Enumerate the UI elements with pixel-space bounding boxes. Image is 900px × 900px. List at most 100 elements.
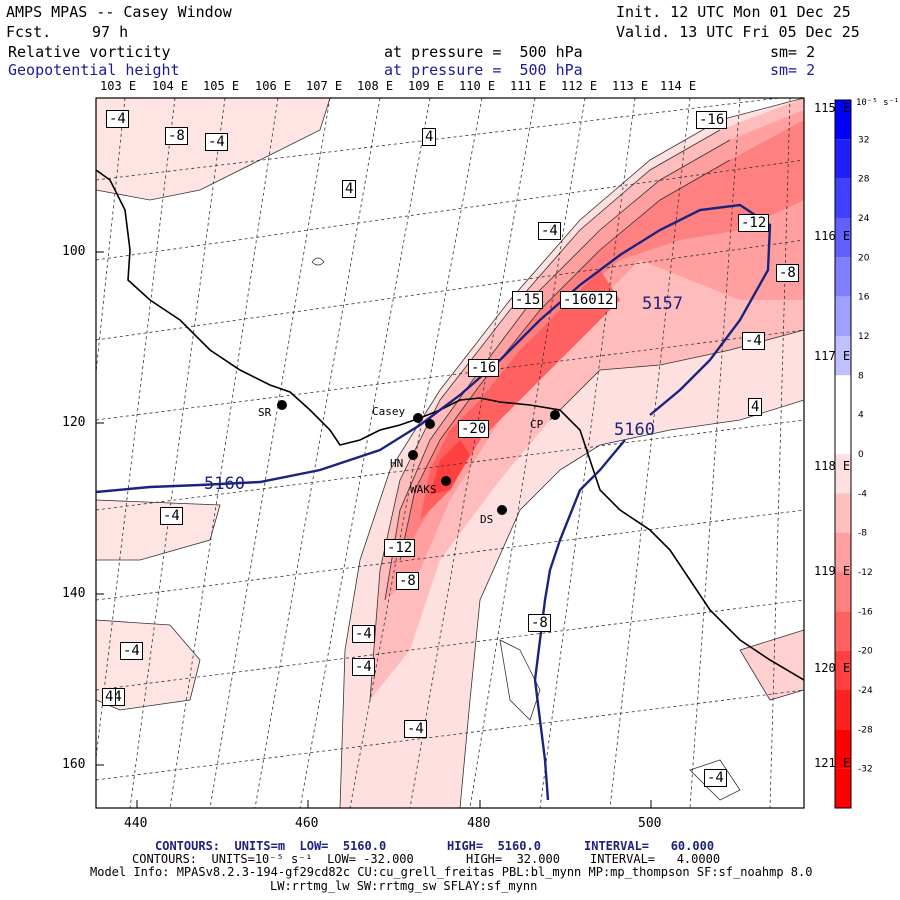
lon-top-label: 108 E: [357, 79, 394, 93]
vorticity-contour-label: -8: [165, 127, 188, 145]
valid-time: Valid. 13 UTC Fri 05 Dec 25: [616, 23, 860, 41]
colorbar-swatch: [835, 454, 851, 494]
colorbar-swatch: [835, 100, 851, 140]
station-hn-label[interactable]: HN: [390, 457, 404, 470]
colorbar-swatch: [835, 375, 851, 415]
axis-ticks: [96, 251, 652, 808]
colorbar-swatch: [835, 296, 851, 336]
vorticity-contour-label: -16012: [560, 291, 617, 309]
vorticity-contour-label: -15: [512, 291, 544, 309]
height-contours: [96, 203, 772, 801]
lon-top-label: 107 E: [306, 79, 343, 93]
vorticity-contour-label: -4: [404, 720, 427, 738]
lon-top-label: 110 E: [459, 79, 496, 93]
station-hn-marker[interactable]: [408, 450, 418, 460]
station-waks-label[interactable]: WAKS: [410, 483, 437, 496]
lon-top-label: 109 E: [408, 79, 445, 93]
colorbar-label: -4: [858, 489, 867, 499]
lon-right-label: 117 E: [814, 349, 851, 363]
colorbar-label: 16: [858, 293, 870, 303]
height-label-center: 5157: [642, 294, 683, 314]
vorticity-contour-label: -4: [538, 222, 561, 240]
colorbar-label: -20: [858, 647, 873, 657]
colorbar-label: 20: [858, 253, 870, 263]
station-casey2-marker[interactable]: [425, 419, 435, 429]
vorticity-contour-label: 4: [342, 180, 357, 198]
colorbar-label: 8: [858, 371, 864, 381]
vorticity-contour-label: -8: [776, 264, 799, 282]
y-tick-140: 140: [62, 586, 86, 601]
y-tick-120: 120: [62, 415, 86, 430]
field1-smoothing: sm= 2: [770, 43, 816, 61]
colorbar-label: 28: [858, 175, 870, 185]
station-casey-label[interactable]: Casey: [372, 405, 406, 418]
colorbar-swatch: [835, 690, 851, 730]
vorticity-contour-label: -8: [396, 572, 419, 590]
colorbar-swatch: [835, 611, 851, 651]
station-sr-marker[interactable]: [277, 400, 287, 410]
colorbar-label: -8: [858, 529, 867, 539]
footer-height-contours: CONTOURS: UNITS=m LOW= 5160.0: [155, 839, 387, 853]
station-cp-label[interactable]: CP: [530, 418, 544, 431]
lon-top-label: 106 E: [255, 79, 292, 93]
field2-name: Geopotential height: [8, 61, 180, 79]
footer-model-info-2: LW:rrtmg_lw SW:rrtmg_sw SFLAY:sf_mynn: [270, 879, 538, 893]
station-cp-marker[interactable]: [550, 410, 560, 420]
x-tick-500: 500: [638, 816, 662, 831]
vorticity-contour-label: -8: [528, 614, 551, 632]
footer-model-info: Model Info: MPASv8.2.3-194-gf29cd82c CU:…: [90, 865, 813, 879]
colorbar-swatch: [835, 178, 851, 218]
colorbar-label: -24: [858, 686, 873, 696]
x-tick-440: 440: [124, 816, 148, 831]
vorticity-contour-label: -12: [384, 539, 416, 557]
colorbar-label: -16: [858, 607, 873, 617]
colorbar-swatch: [835, 572, 851, 612]
station-waks-marker[interactable]: [441, 476, 451, 486]
colorbar-swatch: [835, 414, 851, 454]
lon-top-label: 105 E: [203, 79, 240, 93]
height-label-east: 5160: [614, 420, 655, 440]
lon-top-label: 112 E: [561, 79, 598, 93]
colorbar-swatch: [835, 139, 851, 179]
colorbar-label: 24: [858, 214, 870, 224]
field1-level: at pressure = 500 hPa: [384, 43, 583, 61]
lon-right-label: 116 E: [814, 229, 851, 243]
lon-top-label: 114 E: [660, 79, 697, 93]
plot-border: [95, 97, 805, 809]
vorticity-contour-label: 4: [102, 688, 117, 706]
x-tick-480: 480: [467, 816, 491, 831]
colorbar-swatch: [835, 257, 851, 297]
lon-right-label: 118 E: [814, 459, 851, 473]
lon-top-label: 113 E: [612, 79, 649, 93]
field2-level: at pressure = 500 hPa: [384, 61, 583, 79]
station-ds-marker[interactable]: [497, 505, 507, 515]
station-ds-label[interactable]: DS: [480, 513, 494, 526]
vorticity-contour-label: -4: [352, 625, 375, 643]
colorbar-swatch: [835, 218, 851, 258]
field1-name: Relative vorticity: [8, 43, 171, 61]
colorbar-label: -32: [858, 765, 873, 775]
footer-height-high: HIGH= 5160.0: [447, 839, 541, 853]
y-tick-100: 100: [62, 244, 86, 259]
station-sr-label[interactable]: SR: [258, 406, 272, 419]
forecast-label: Fcst.: [6, 23, 52, 41]
vorticity-contour-label: 4: [748, 398, 763, 416]
height-label-west: 5160: [204, 474, 245, 494]
footer-vort-interval: INTERVAL= 4.0000: [590, 852, 721, 866]
lon-top-label: 111 E: [510, 79, 547, 93]
lon-right-label: 120 E: [814, 661, 851, 675]
vorticity-contour-label: -4: [160, 507, 183, 525]
lon-right-label: 121 E: [814, 756, 851, 770]
colorbar-swatch: [835, 532, 851, 572]
colorbar-swatch: [835, 336, 851, 376]
station-casey-marker[interactable]: [413, 413, 423, 423]
colorbar-swatch: [835, 729, 851, 769]
colorbar-label: 0: [858, 450, 864, 460]
field2-smoothing: sm= 2: [770, 61, 816, 79]
vorticity-contour-label: -16: [468, 359, 500, 377]
lon-top-label: 104 E: [152, 79, 189, 93]
colorbar-unit: 10⁻⁵ s⁻¹: [856, 98, 900, 108]
vorticity-contour-label: -12: [738, 214, 770, 232]
vorticity-contour-label: -4: [352, 658, 375, 676]
